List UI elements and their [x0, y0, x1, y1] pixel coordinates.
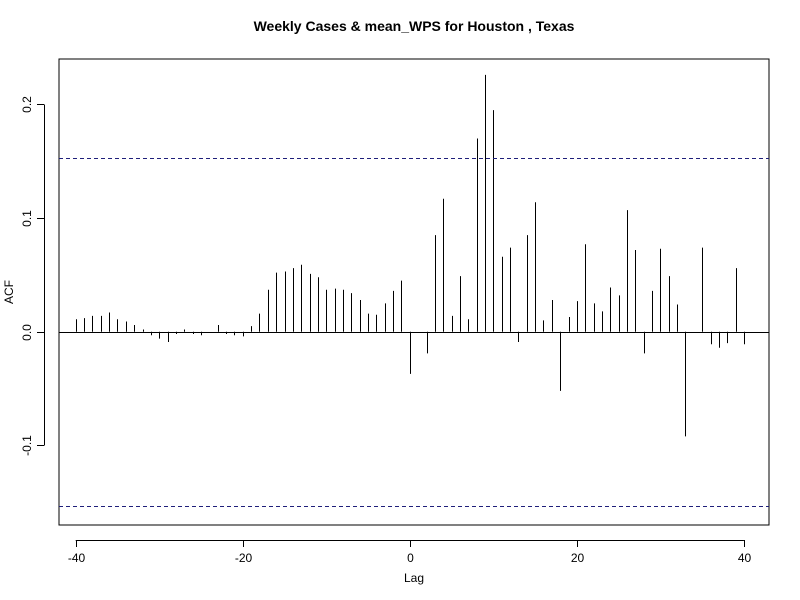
x-tick-label: -40 — [68, 551, 86, 565]
confidence-band-layer — [59, 158, 769, 507]
x-axis-label: Lag — [404, 571, 424, 585]
x-tick-label: 20 — [571, 551, 585, 565]
y-tick-label: -0.1 — [20, 435, 34, 456]
y-tick-label: 0.1 — [20, 210, 34, 227]
chart-title: Weekly Cases & mean_WPS for Houston , Te… — [254, 18, 575, 34]
plot-frame — [58, 58, 770, 526]
bars-layer — [76, 74, 745, 437]
x-tick-label: 0 — [407, 551, 414, 565]
y-axis-label: ACF — [2, 280, 16, 304]
y-tick-label: 0.2 — [20, 96, 34, 113]
x-tick-label: -20 — [235, 551, 253, 565]
x-tick-label: 40 — [738, 551, 752, 565]
y-axis: -0.1 0.0 0.1 0.2 — [20, 96, 45, 456]
x-axis: -40 -20 0 20 40 — [68, 540, 752, 565]
y-tick-label: 0.0 — [20, 324, 34, 341]
